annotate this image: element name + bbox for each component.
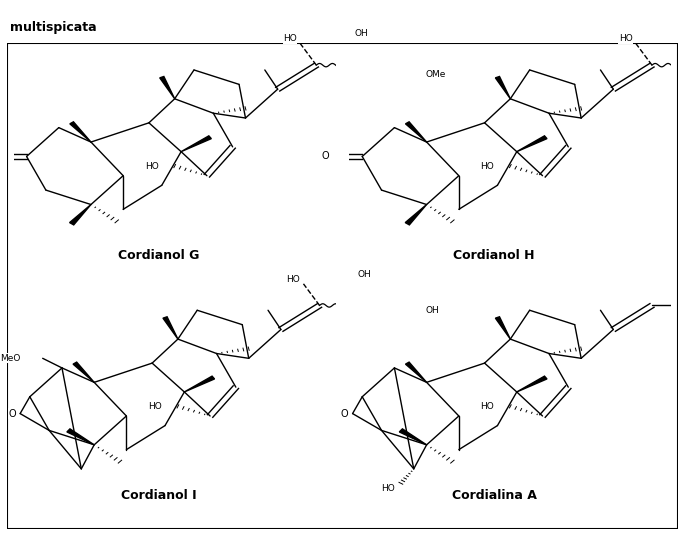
Text: HO: HO bbox=[145, 162, 159, 170]
Polygon shape bbox=[399, 429, 427, 445]
Text: HO: HO bbox=[619, 34, 633, 43]
Polygon shape bbox=[495, 76, 510, 99]
Polygon shape bbox=[73, 362, 94, 382]
Text: HO: HO bbox=[381, 484, 395, 492]
Text: OH: OH bbox=[358, 270, 371, 279]
Text: Cordialina A: Cordialina A bbox=[452, 490, 536, 502]
Polygon shape bbox=[181, 136, 212, 152]
Text: Cordianol I: Cordianol I bbox=[121, 490, 197, 502]
Text: Cordianol H: Cordianol H bbox=[453, 249, 535, 262]
Text: Cordianol G: Cordianol G bbox=[118, 249, 199, 262]
Polygon shape bbox=[160, 76, 175, 99]
Text: MeO: MeO bbox=[0, 354, 20, 363]
Polygon shape bbox=[516, 376, 547, 392]
Text: OH: OH bbox=[355, 29, 369, 38]
Text: HO: HO bbox=[284, 34, 297, 43]
Text: O: O bbox=[8, 409, 16, 419]
Polygon shape bbox=[184, 376, 214, 392]
Polygon shape bbox=[163, 317, 178, 339]
Text: OH: OH bbox=[426, 306, 440, 315]
Polygon shape bbox=[406, 205, 427, 225]
Text: HO: HO bbox=[480, 402, 495, 411]
Polygon shape bbox=[67, 429, 94, 445]
Polygon shape bbox=[406, 362, 427, 382]
Polygon shape bbox=[406, 122, 427, 142]
Text: multispicata: multispicata bbox=[10, 21, 97, 34]
Text: HO: HO bbox=[286, 274, 300, 284]
Text: HO: HO bbox=[148, 402, 162, 411]
Text: HO: HO bbox=[480, 162, 495, 170]
Text: O: O bbox=[321, 152, 329, 161]
Text: OMe: OMe bbox=[426, 70, 446, 79]
Text: O: O bbox=[340, 409, 349, 419]
Polygon shape bbox=[516, 136, 547, 152]
Polygon shape bbox=[70, 122, 91, 142]
Polygon shape bbox=[70, 205, 91, 225]
Polygon shape bbox=[495, 317, 510, 339]
